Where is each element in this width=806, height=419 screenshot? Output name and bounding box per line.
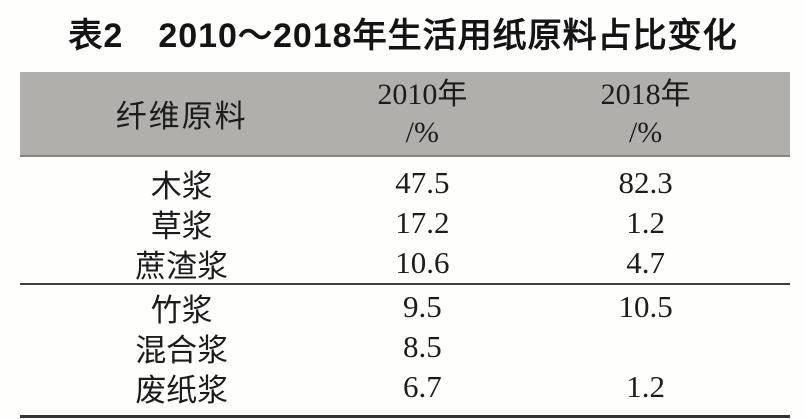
table-row-bagasse-pulp: 蔗渣浆 10.6 4.7 bbox=[20, 243, 790, 284]
table-header-row: 纤维原料 2010年 /% 2018年 /% bbox=[20, 72, 790, 157]
data-table: 纤维原料 2010年 /% 2018年 /% 木浆 47.5 82.3 草浆 1… bbox=[20, 72, 790, 418]
cell-2010-value: 47.5 bbox=[395, 165, 450, 200]
cell-label: 木浆 bbox=[150, 168, 213, 204]
cell-2018-value: 4.7 bbox=[626, 245, 665, 280]
header-2010-unit: /% bbox=[405, 115, 439, 149]
table-body-group-1: 木浆 47.5 82.3 草浆 17.2 1.2 蔗渣浆 10.6 4.7 bbox=[20, 157, 790, 285]
table-row-mixed-pulp: 混合浆 8.5 bbox=[20, 327, 790, 368]
header-2018-year: 2018年 bbox=[600, 77, 691, 111]
header-2010-year: 2010年 bbox=[377, 77, 468, 111]
cell-2010-value: 9.5 bbox=[402, 289, 442, 324]
cell-2010-value: 17.2 bbox=[395, 205, 450, 240]
cell-2010-value: 10.6 bbox=[395, 245, 450, 280]
table-row-straw-pulp: 草浆 17.2 1.2 bbox=[20, 203, 790, 244]
cell-2010-value: 8.5 bbox=[402, 329, 442, 364]
cell-2018-value: 1.2 bbox=[626, 205, 665, 240]
table-row-bamboo-pulp: 竹浆 9.5 10.5 bbox=[20, 287, 790, 328]
header-2018: 2018年 /% bbox=[501, 72, 790, 155]
table-row-wood-pulp: 木浆 47.5 82.3 bbox=[20, 163, 790, 204]
table-row-wastepaper-pulp: 废纸浆 6.7 1.2 bbox=[20, 367, 790, 408]
header-fiber-material: 纤维原料 bbox=[115, 99, 248, 134]
header-2010: 2010年 /% bbox=[343, 72, 501, 155]
cell-label: 废纸浆 bbox=[135, 372, 229, 408]
cell-label: 草浆 bbox=[150, 208, 213, 244]
cell-label: 混合浆 bbox=[135, 332, 229, 368]
cell-2010-value: 6.7 bbox=[402, 369, 442, 404]
header-2018-unit: /% bbox=[628, 115, 663, 149]
table-body-group-2: 竹浆 9.5 10.5 混合浆 8.5 废纸浆 6.7 1.2 bbox=[20, 285, 790, 418]
cell-label: 竹浆 bbox=[150, 292, 213, 328]
cell-2018-value: 82.3 bbox=[618, 165, 673, 200]
cell-2018-value: 1.2 bbox=[626, 369, 665, 404]
table-caption: 表2 2010～2018年生活用纸原料占比变化 bbox=[68, 17, 738, 55]
cell-label: 蔗渣浆 bbox=[135, 248, 229, 284]
cell-2018-value: 10.5 bbox=[618, 289, 673, 324]
